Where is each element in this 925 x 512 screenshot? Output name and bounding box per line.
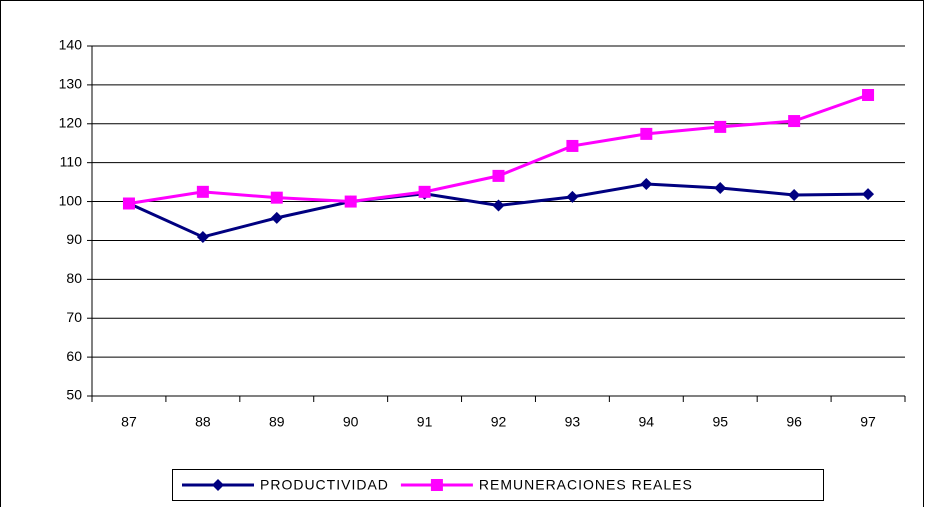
y-tick-label: 100 — [59, 192, 83, 208]
data-point — [492, 199, 505, 212]
legend-text: REMUNERACIONES REALES — [479, 477, 693, 493]
data-point — [196, 185, 209, 198]
x-tick-label: 96 — [786, 414, 802, 430]
y-tick-label: 60 — [66, 348, 82, 364]
x-tick-label: 93 — [565, 414, 581, 430]
data-point — [640, 127, 653, 140]
legend-box — [172, 469, 824, 501]
x-tick-label: 88 — [195, 414, 211, 430]
y-tick-label: 70 — [66, 309, 82, 325]
data-point — [492, 169, 505, 182]
x-tick-label: 91 — [417, 414, 433, 430]
legend-marker — [212, 479, 224, 491]
data-point — [714, 181, 727, 194]
x-tick-label: 95 — [712, 414, 728, 430]
y-tick-label: 120 — [59, 114, 83, 130]
data-point — [566, 139, 579, 152]
data-point — [566, 190, 579, 203]
data-point — [270, 211, 283, 224]
x-tick-label: 97 — [860, 414, 876, 430]
x-tick-label: 87 — [121, 414, 137, 430]
x-tick-label: 94 — [639, 414, 655, 430]
legend-marker — [430, 479, 443, 491]
y-tick-label: 90 — [66, 231, 82, 247]
y-tick-label: 110 — [60, 153, 83, 169]
x-tick-label: 90 — [343, 414, 359, 430]
data-point — [862, 188, 875, 201]
data-point — [270, 191, 283, 204]
data-point — [714, 120, 727, 133]
data-point — [344, 195, 357, 208]
x-tick-label: 89 — [269, 414, 285, 430]
data-point — [122, 197, 135, 210]
x-tick-label: 92 — [491, 414, 507, 430]
y-tick-label: 50 — [66, 387, 82, 403]
data-point — [862, 89, 875, 101]
data-point — [418, 185, 431, 198]
y-tick-label: 130 — [59, 76, 83, 92]
legend-text: PRODUCTIVIDAD — [260, 477, 389, 493]
y-tick-label: 80 — [66, 270, 82, 286]
y-tick-label: 140 — [59, 37, 83, 53]
data-point — [788, 188, 801, 201]
data-point — [640, 178, 653, 191]
data-point — [196, 230, 209, 243]
data-point — [788, 115, 801, 128]
